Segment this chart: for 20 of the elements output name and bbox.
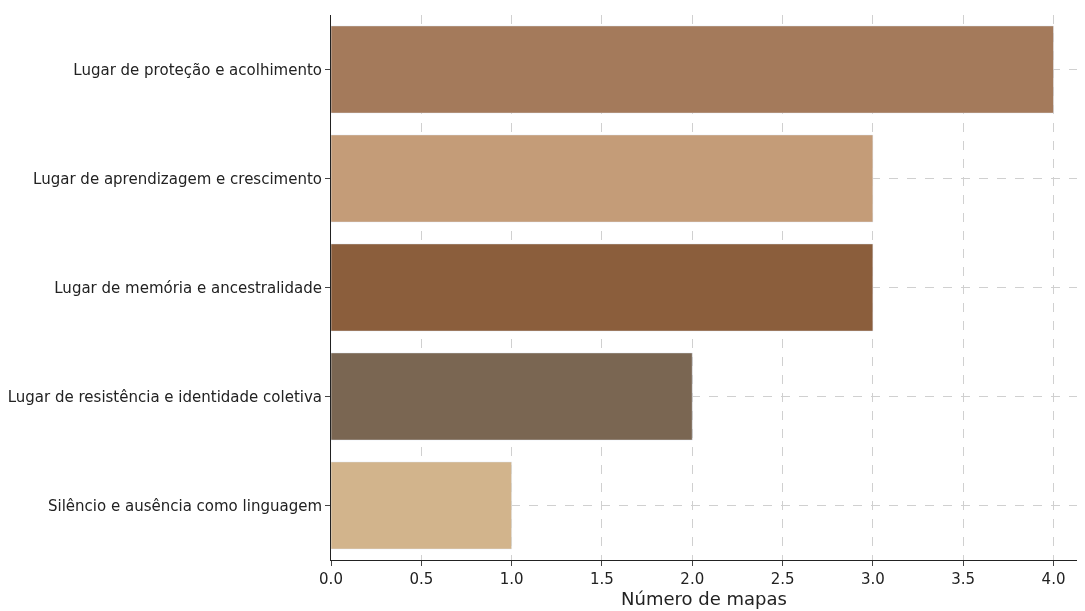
y-tick-label: Silêncio e ausência como linguagem (48, 496, 322, 515)
x-tick-label: 0.0 (319, 570, 343, 588)
bar (331, 243, 874, 332)
y-tick-label: Lugar de proteção e acolhimento (73, 60, 322, 79)
x-tick-label: 3.0 (860, 570, 885, 588)
x-tick-label: 0.5 (409, 570, 434, 588)
x-tick-label: 2.5 (770, 570, 795, 588)
x-tick-label: 1.0 (499, 570, 524, 588)
x-tick-label: 3.5 (951, 570, 976, 588)
bar (331, 352, 693, 441)
x-axis-title: Número de mapas (621, 588, 787, 609)
bar (331, 461, 512, 550)
x-tick-label: 2.0 (680, 570, 705, 588)
y-tick-label: Lugar de resistência e identidade coletiva (7, 387, 322, 406)
y-tick-label: Lugar de memória e ancestralidade (54, 278, 322, 297)
y-tick-label: Lugar de aprendizagem e crescimento (33, 169, 322, 188)
x-tick-label: 1.5 (590, 570, 614, 588)
x-tick-label: 4.0 (1041, 570, 1066, 588)
bar (331, 25, 1054, 114)
bar (331, 134, 874, 223)
